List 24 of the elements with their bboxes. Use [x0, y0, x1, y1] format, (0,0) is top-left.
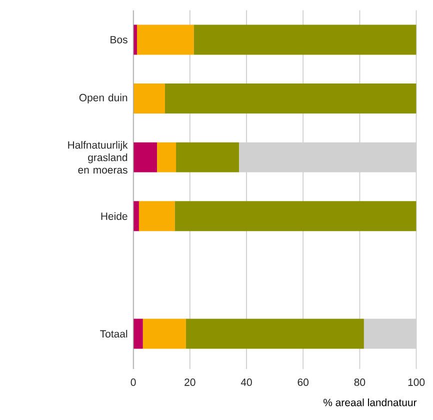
x-tick-label: 60: [298, 378, 309, 386]
x-tick-label: 20: [184, 378, 196, 386]
bar: [133, 318, 143, 349]
y-tick-label: Bos: [110, 36, 128, 44]
bar: [186, 318, 364, 349]
bar: [194, 24, 416, 55]
bar: [136, 24, 194, 55]
y-tick-label: Heide: [101, 212, 128, 220]
bar: [142, 318, 186, 349]
x-tick-label: 100: [408, 378, 425, 386]
bar: [164, 84, 416, 114]
y-tick-label: Halfnatuurlijk grasland en moeras: [68, 141, 128, 174]
bar: [176, 142, 240, 172]
bar: [157, 142, 176, 172]
x-axis-title: % areaal landnatuur: [324, 398, 417, 406]
bar: [138, 201, 175, 232]
y-tick-label: Totaal: [100, 330, 128, 338]
bar: [133, 84, 165, 114]
bar: [133, 142, 158, 172]
x-tick-label: 40: [240, 378, 252, 386]
x-tick-label: 80: [354, 378, 366, 386]
x-tick-label: 0: [130, 378, 136, 386]
y-tick-label: Open duin: [79, 94, 128, 104]
bar: [174, 201, 416, 232]
